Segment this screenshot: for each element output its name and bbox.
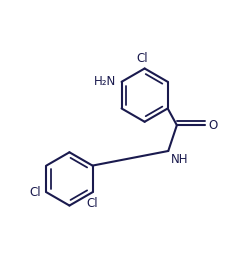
Text: Cl: Cl (87, 197, 98, 210)
Text: Cl: Cl (137, 53, 148, 66)
Text: Cl: Cl (30, 186, 41, 199)
Text: O: O (208, 119, 218, 132)
Text: NH: NH (171, 153, 188, 166)
Text: H₂N: H₂N (94, 75, 116, 88)
